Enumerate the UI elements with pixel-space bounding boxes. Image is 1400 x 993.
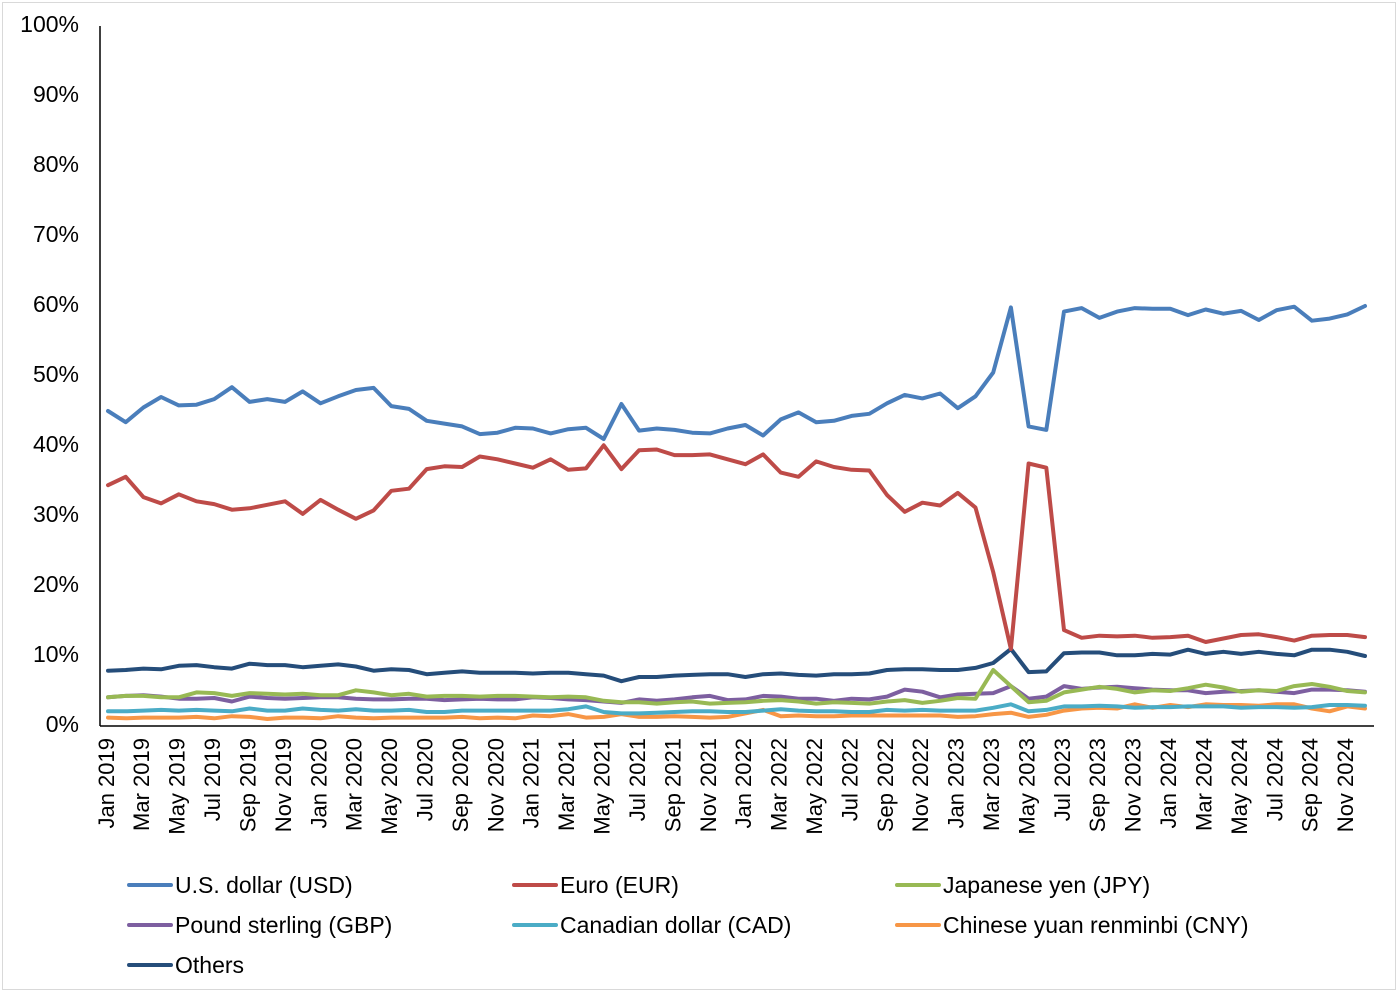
legend-label: Euro (EUR) [560, 871, 679, 898]
x-tick-label: Jul 2019 [200, 738, 225, 821]
x-tick-label: Nov 2023 [1121, 738, 1146, 832]
x-tick-label: Mar 2021 [554, 738, 579, 831]
x-tick-label: Jan 2019 [94, 738, 119, 829]
y-tick-label: 40% [33, 431, 79, 457]
x-tick-label: Sep 2023 [1085, 738, 1110, 832]
y-tick-label: 60% [33, 291, 79, 317]
x-tick-label: Jan 2021 [519, 738, 544, 829]
legend-label: Chinese yuan renminbi (CNY) [943, 911, 1249, 938]
x-tick-label: Sep 2024 [1298, 738, 1323, 832]
x-tick-label: May 2023 [1014, 738, 1039, 835]
legend-label: U.S. dollar (USD) [175, 871, 353, 898]
x-tick-label: Mar 2024 [1191, 738, 1216, 831]
legend-label: Others [175, 951, 245, 978]
legend-swatch [127, 963, 173, 967]
x-tick-label: Jan 2023 [944, 738, 969, 829]
x-tick-label: Mar 2019 [129, 738, 154, 831]
y-tick-label: 70% [33, 221, 79, 247]
y-tick-label: 30% [33, 501, 79, 527]
series-line-others [106, 647, 1367, 684]
legend-item: Euro (EUR) [512, 870, 679, 900]
x-tick-label: May 2022 [802, 738, 827, 835]
y-tick-label: 0% [46, 711, 79, 737]
legend-item: Japanese yen (JPY) [895, 870, 1150, 900]
x-tick-label: Jul 2024 [1262, 738, 1287, 821]
x-tick-label: Sep 2022 [873, 738, 898, 832]
series-line-u-s-dollar-usd [106, 304, 1367, 441]
x-tick-label: May 2020 [377, 738, 402, 835]
y-tick-label: 10% [33, 641, 79, 667]
y-tick-label: 20% [33, 571, 79, 597]
legend-swatch [895, 883, 941, 887]
x-tick-label: Nov 2024 [1333, 738, 1358, 832]
x-axis-ticks: Jan 2019 Mar 2019 May 2019 Jul 2019 Sep 2019… [94, 738, 1358, 835]
x-tick-label: Jan 2022 [731, 738, 756, 829]
y-tick-label: 90% [33, 81, 79, 107]
legend-item: Chinese yuan renminbi (CNY) [895, 910, 1249, 940]
legend-swatch [895, 923, 941, 927]
legend-label: Pound sterling (GBP) [175, 911, 393, 938]
legend-label: Japanese yen (JPY) [943, 871, 1151, 898]
x-tick-label: Mar 2020 [342, 738, 367, 831]
x-tick-label: Jan 2024 [1156, 738, 1181, 829]
x-tick-label: Mar 2022 [767, 738, 792, 831]
series-line-euro-eur [106, 443, 1367, 651]
legend-item: Others [127, 950, 244, 980]
x-tick-label: Nov 2020 [483, 738, 508, 832]
x-tick-label: Jan 2020 [306, 738, 331, 829]
y-axis-ticks: 0% 10% 20% 30% 40% 50% 60% 70% 80% 90% 100% [20, 11, 79, 737]
y-tick-label: 50% [33, 361, 79, 387]
series-line-canadian-dollar-cad [106, 702, 1367, 716]
legend-swatch [512, 923, 558, 927]
legend-item: Pound sterling (GBP) [127, 910, 392, 940]
legend-item: U.S. dollar (USD) [127, 870, 353, 900]
x-tick-label: May 2024 [1227, 738, 1252, 835]
x-tick-label: Jul 2023 [1050, 738, 1075, 821]
y-tick-label: 100% [20, 11, 79, 37]
x-tick-label: Sep 2021 [660, 738, 685, 832]
x-tick-label: Nov 2022 [908, 738, 933, 832]
x-tick-label: Jul 2022 [837, 738, 862, 821]
legend-swatch [512, 883, 558, 887]
legend-swatch [127, 883, 173, 887]
x-tick-label: Sep 2019 [235, 738, 260, 832]
legend-item: Canadian dollar (CAD) [512, 910, 791, 940]
series-line-japanese-yen-jpy [106, 668, 1367, 706]
x-tick-label: Jul 2020 [412, 738, 437, 821]
x-tick-label: Jul 2021 [625, 738, 650, 821]
x-tick-label: Nov 2019 [271, 738, 296, 832]
y-tick-label: 80% [33, 151, 79, 177]
x-tick-label: Mar 2023 [979, 738, 1004, 831]
legend-label: Canadian dollar (CAD) [560, 911, 792, 938]
legend-swatch [127, 923, 173, 927]
x-tick-label: May 2019 [165, 738, 190, 835]
series-lines [106, 304, 1367, 721]
x-tick-label: Sep 2020 [448, 738, 473, 832]
x-tick-label: May 2021 [590, 738, 615, 835]
x-tick-label: Nov 2021 [696, 738, 721, 832]
